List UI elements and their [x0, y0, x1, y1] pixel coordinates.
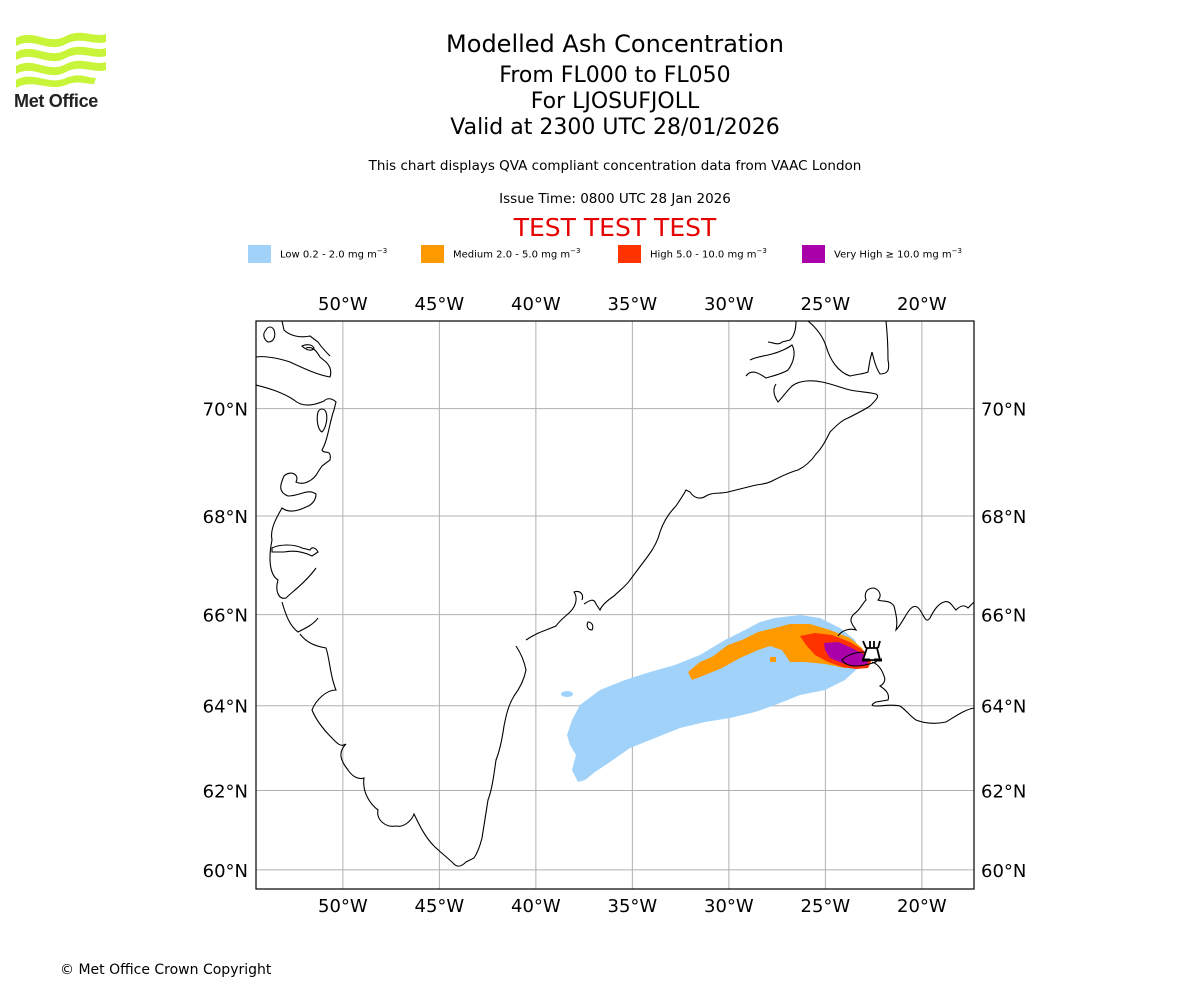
lon-tick-label-top: 30°W — [704, 294, 754, 315]
lat-tick-label-left: 68°N — [203, 507, 248, 528]
lat-tick-label-left: 64°N — [203, 697, 248, 718]
legend-swatch-high — [618, 245, 641, 263]
met-office-wordmark: Met Office — [14, 91, 99, 111]
lat-tick-label-right: 70°N — [981, 400, 1026, 421]
met-office-waves-icon — [16, 32, 106, 88]
coastline-island — [301, 344, 315, 351]
map-frame — [255, 320, 975, 890]
valid-time: Valid at 2300 UTC 28/01/2026 — [450, 115, 780, 140]
legend-swatch-medium — [421, 245, 444, 263]
coastline-island — [263, 326, 276, 343]
legend-swatch-very-high — [802, 245, 825, 263]
lat-tick-label-right: 62°N — [981, 781, 1026, 802]
ash-region-very-high — [824, 642, 868, 666]
coastlines — [256, 321, 974, 867]
volcano-name: For LJOSUFJOLL — [530, 89, 700, 114]
legend-label-medium: Medium 2.0 - 5.0 mg m — [453, 249, 571, 261]
legend-label-high: High 5.0 - 10.0 mg m — [650, 249, 757, 261]
lat-tick-label-left: 60°N — [203, 861, 248, 882]
coastline-fjord — [271, 544, 319, 557]
coastline-fjord — [281, 321, 331, 357]
volcano-icon — [861, 640, 882, 662]
coastline-iceland-peninsula — [841, 651, 878, 667]
lon-tick-label-bottom: 45°W — [415, 896, 465, 917]
lon-tick-label-top: 50°W — [318, 294, 368, 315]
coastline-greenland-west — [256, 346, 879, 867]
lon-tick-label-bottom: 20°W — [897, 896, 947, 917]
legend-swatch-low — [248, 245, 271, 263]
lon-tick-label-top: 20°W — [897, 294, 947, 315]
chart-subtitles: From FL000 to FL050 For LJOSUFJOLL Valid… — [0, 63, 1200, 141]
lat-tick-label-right: 66°N — [981, 606, 1026, 627]
lon-tick-label-bottom: 35°W — [608, 896, 658, 917]
ash-region-medium-fragment — [770, 657, 776, 662]
lon-tick-label-bottom: 30°W — [704, 896, 754, 917]
coastline-iceland — [837, 587, 974, 724]
chart-description: This chart displays QVA compliant concen… — [368, 158, 862, 174]
graticule — [256, 321, 974, 889]
lon-tick-label-top: 40°W — [511, 294, 561, 315]
test-banner: TEST TEST TEST — [513, 213, 717, 242]
level-range: From FL000 to FL050 — [499, 63, 731, 88]
lat-tick-label-left: 70°N — [203, 400, 248, 421]
copyright-notice: © Met Office Crown Copyright — [60, 962, 272, 978]
lat-tick-label-left: 66°N — [203, 606, 248, 627]
coastline-island — [316, 408, 328, 433]
lat-tick-label-right: 68°N — [981, 507, 1026, 528]
met-office-logo — [14, 30, 108, 112]
legend-label-very-high: Very High ≥ 10.0 mg m — [834, 249, 952, 261]
ash-plume — [561, 615, 872, 782]
lon-tick-label-top: 45°W — [415, 294, 465, 315]
ash-region-low-fragment — [561, 691, 573, 697]
lat-tick-label-right: 64°N — [981, 697, 1026, 718]
lon-tick-label-top: 35°W — [608, 294, 658, 315]
issue-time: Issue Time: 0800 UTC 28 Jan 2026 — [499, 191, 731, 207]
chart-title: Modelled Ash Concentration — [446, 30, 784, 58]
lat-tick-label-right: 60°N — [981, 861, 1026, 882]
lon-tick-label-bottom: 50°W — [318, 896, 368, 917]
lon-tick-label-bottom: 25°W — [801, 896, 851, 917]
coastline-island — [586, 621, 594, 631]
axis-tick-labels: 50°W 50°W 45°W 45°W 40°W 40°W 35°W 35°W 30°W 30°W… — [203, 294, 1027, 917]
lat-tick-label-left: 62°N — [203, 781, 248, 802]
coastline-greenland-east — [745, 321, 890, 379]
lon-tick-label-top: 25°W — [801, 294, 851, 315]
lon-tick-label-bottom: 40°W — [511, 896, 561, 917]
legend-label-low: Low 0.2 - 2.0 mg m — [280, 249, 377, 261]
